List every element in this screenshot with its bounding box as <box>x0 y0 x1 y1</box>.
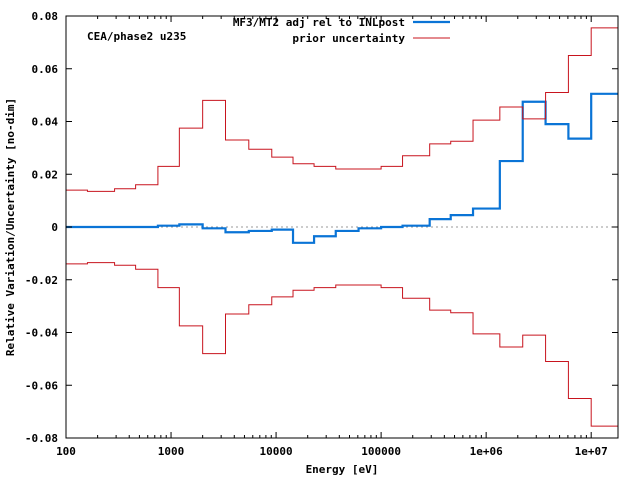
y-tick-label: 0.08 <box>32 10 59 23</box>
chart-annotation: CEA/phase2 u235 <box>87 30 186 43</box>
x-tick-label: 10000 <box>260 445 293 458</box>
y-tick-label: -0.04 <box>25 327 58 340</box>
y-tick-label: 0.02 <box>32 168 59 181</box>
y-axis-title: Relative Variation/Uncertainty [no-dim] <box>4 98 17 356</box>
y-tick-label: -0.02 <box>25 274 58 287</box>
x-tick-label: 1000 <box>158 445 185 458</box>
y-tick-label: -0.06 <box>25 379 58 392</box>
x-tick-label: 100000 <box>361 445 401 458</box>
legend-label-adjustment: MF3/MT2 adj rel to INLpost <box>233 16 405 29</box>
legend-label-prior-uncertainty: prior uncertainty <box>292 32 405 45</box>
prior-uncertainty-upper-step-line <box>66 27 618 192</box>
ticks-layer: 0.080.060.040.020-0.02-0.04-0.06-0.08100… <box>25 10 618 458</box>
y-tick-label: 0 <box>51 221 58 234</box>
legend: MF3/MT2 adj rel to INLpost prior uncerta… <box>233 16 450 45</box>
series-layer <box>66 27 618 427</box>
x-axis-title: Energy [eV] <box>306 463 379 476</box>
y-tick-label: -0.08 <box>25 432 58 445</box>
x-tick-label: 100 <box>56 445 76 458</box>
x-tick-label: 1e+06 <box>470 445 503 458</box>
x-tick-label: 1e+07 <box>575 445 608 458</box>
prior-uncertainty-lower-step-line <box>66 262 618 427</box>
y-tick-label: 0.04 <box>32 116 59 129</box>
adjustment-step-line <box>66 92 618 244</box>
y-tick-label: 0.06 <box>32 63 59 76</box>
